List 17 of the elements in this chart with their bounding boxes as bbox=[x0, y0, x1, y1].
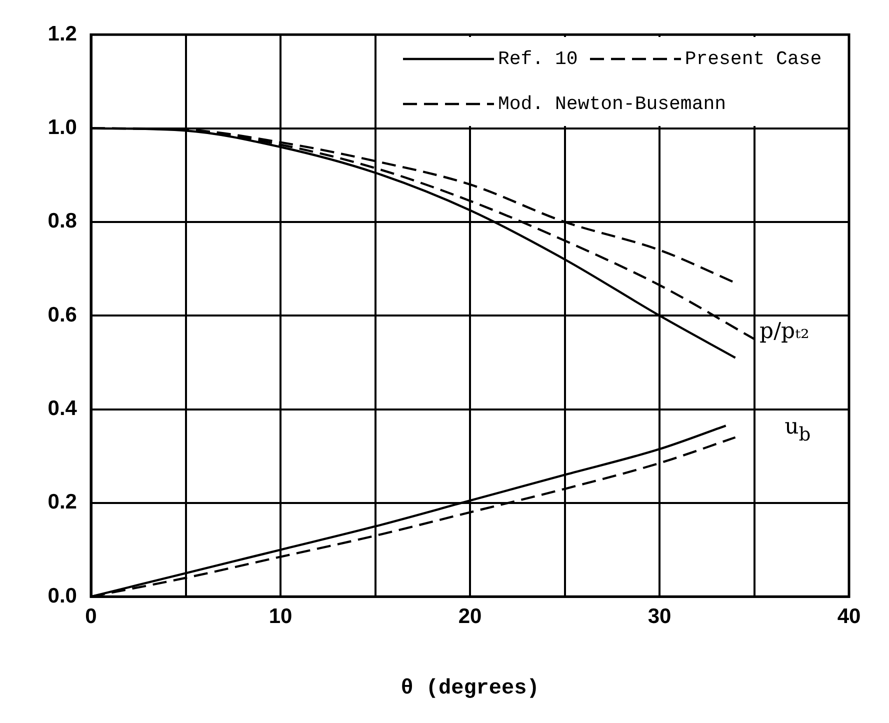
y-tick-label: 0.2 bbox=[48, 490, 77, 514]
x-tick-label: 0 bbox=[85, 604, 97, 628]
x-tick-label: 10 bbox=[268, 604, 292, 628]
x-tick-label: 30 bbox=[648, 604, 672, 628]
legend-label: Mod. Newton-Busemann bbox=[498, 92, 726, 115]
y-tick-label: 0.6 bbox=[48, 303, 77, 326]
x-tick-label: 40 bbox=[837, 604, 861, 628]
legend-label: Present Case bbox=[684, 48, 822, 70]
y-tick-label: 0.4 bbox=[48, 397, 78, 420]
y-tick-label: 0.0 bbox=[48, 584, 77, 608]
y-tick-label: 0.8 bbox=[48, 210, 78, 233]
x-axis-title: θ (degrees) bbox=[400, 678, 540, 701]
x-tick-label: 20 bbox=[458, 604, 482, 628]
y-tick-label: 1.0 bbox=[48, 116, 77, 140]
y-tick-label: 1.2 bbox=[48, 22, 77, 46]
legend-label: Ref. 10 bbox=[498, 48, 578, 70]
annotation: p/pₜ₂ bbox=[760, 319, 810, 344]
